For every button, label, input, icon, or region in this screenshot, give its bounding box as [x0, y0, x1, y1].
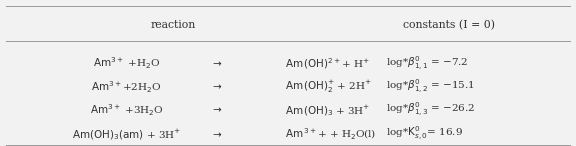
Text: $\mathrm{Am(OH)_2^{+}}$ + 2H$^{+}$: $\mathrm{Am(OH)_2^{+}}$ + 2H$^{+}$ — [276, 79, 373, 95]
Text: $\mathrm{Am(OH)_3(am)}$ + 3H$^{+}$: $\mathrm{Am(OH)_3(am)}$ + 3H$^{+}$ — [73, 127, 181, 142]
Text: $\rightarrow$: $\rightarrow$ — [210, 82, 222, 91]
Text: $\rightarrow$: $\rightarrow$ — [210, 130, 222, 139]
Text: constants (I = 0): constants (I = 0) — [403, 20, 495, 30]
Text: $\mathrm{Am}^{3+}$ +3H$_2$O: $\mathrm{Am}^{3+}$ +3H$_2$O — [90, 102, 164, 118]
Text: log*$\beta^0_{1,3}$ = $-$26.2: log*$\beta^0_{1,3}$ = $-$26.2 — [386, 101, 475, 119]
Text: $\mathrm{Am(OH)}^{2+}$+ H$^{+}$: $\mathrm{Am(OH)}^{2+}$+ H$^{+}$ — [276, 56, 370, 71]
Text: reaction: reaction — [150, 20, 195, 30]
Text: log*$\mathrm{K}_{s,0}^{0}$= 16.9: log*$\mathrm{K}_{s,0}^{0}$= 16.9 — [386, 125, 463, 143]
Text: $\mathrm{Am}^{3+}$ +H$_2$O: $\mathrm{Am}^{3+}$ +H$_2$O — [93, 56, 160, 71]
Text: $\mathrm{Am(OH)_3}$ + 3H$^{+}$: $\mathrm{Am(OH)_3}$ + 3H$^{+}$ — [276, 103, 370, 118]
Text: $\mathrm{Am}^{3+}$+ + H$_2$O(l): $\mathrm{Am}^{3+}$+ + H$_2$O(l) — [276, 127, 377, 142]
Text: log*$\beta^0_{1,1}$ = $-$7.2: log*$\beta^0_{1,1}$ = $-$7.2 — [386, 54, 468, 73]
Text: $\mathrm{Am}^{3+}$+2H$_2$O: $\mathrm{Am}^{3+}$+2H$_2$O — [92, 79, 162, 95]
Text: $\rightarrow$: $\rightarrow$ — [210, 59, 222, 68]
Text: $\rightarrow$: $\rightarrow$ — [210, 106, 222, 115]
Text: log*$\beta^0_{1,2}$ = $-$15.1: log*$\beta^0_{1,2}$ = $-$15.1 — [386, 78, 475, 96]
